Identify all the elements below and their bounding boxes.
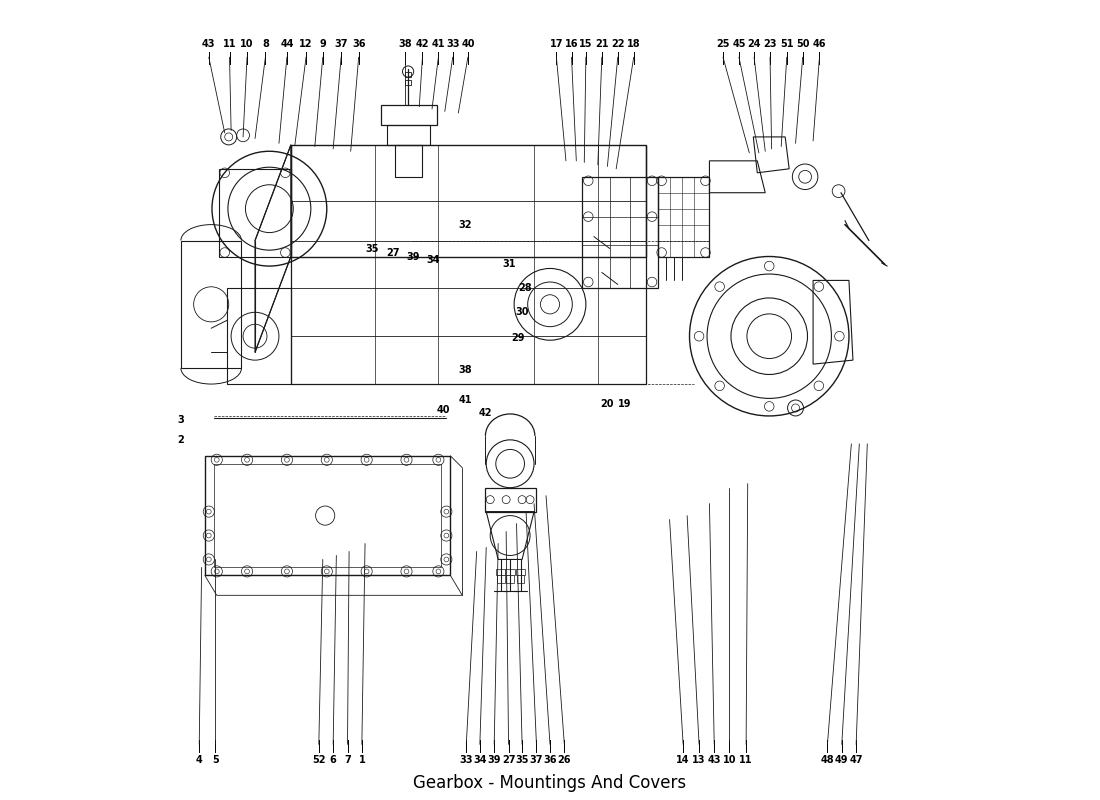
Text: 30: 30 [516,307,529,318]
Text: 26: 26 [558,754,571,765]
Text: 21: 21 [595,39,608,50]
Text: 41: 41 [459,395,472,405]
Text: 40: 40 [461,39,474,50]
Text: 43: 43 [707,754,721,765]
Text: 2: 2 [178,435,185,445]
Text: 11: 11 [223,39,236,50]
Text: 19: 19 [618,399,631,409]
Bar [496,569,505,575]
Text: 46: 46 [813,39,826,50]
Text: 35: 35 [515,754,529,765]
Text: 18: 18 [627,39,640,50]
Text: 47: 47 [849,754,862,765]
Text: 33: 33 [460,754,473,765]
Text: 4: 4 [196,754,202,765]
Text: 8: 8 [262,39,268,50]
Text: 12: 12 [299,39,312,50]
Text: 44: 44 [280,39,294,50]
Text: 23: 23 [763,39,777,50]
Bar [516,569,526,575]
Text: 16: 16 [564,39,579,50]
Text: 1: 1 [359,754,365,765]
Text: 37: 37 [530,754,543,765]
Text: 28: 28 [518,283,531,294]
Text: 52: 52 [312,754,326,765]
Text: 34: 34 [427,255,440,266]
Text: 36: 36 [543,754,557,765]
Text: 31: 31 [503,259,516,270]
Text: 5: 5 [212,754,219,765]
Text: 38: 38 [398,39,411,50]
Text: 49: 49 [835,754,848,765]
Text: 15: 15 [579,39,593,50]
Text: 50: 50 [796,39,810,50]
Text: 22: 22 [610,39,625,50]
Bar [180,241,242,368]
Text: 48: 48 [821,754,834,765]
Text: 25: 25 [716,39,729,50]
Text: 39: 39 [407,251,420,262]
Text: 6: 6 [330,754,337,765]
Text: Gearbox - Mountings And Covers: Gearbox - Mountings And Covers [414,774,686,792]
Text: 13: 13 [692,754,706,765]
Text: 41: 41 [431,39,446,50]
Bar [505,569,515,575]
Text: 24: 24 [747,39,761,50]
Text: 45: 45 [733,39,746,50]
Text: 42: 42 [478,408,492,418]
Text: 7: 7 [344,754,351,765]
Text: 32: 32 [459,220,472,230]
Bar [405,72,411,77]
Bar [405,80,411,85]
Text: 43: 43 [202,39,216,50]
Text: 11: 11 [739,754,752,765]
Bar [506,575,514,583]
Text: 27: 27 [502,754,515,765]
Text: 37: 37 [334,39,348,50]
Text: 36: 36 [352,39,365,50]
Text: 27: 27 [386,247,400,258]
Text: 14: 14 [676,754,690,765]
Text: 34: 34 [473,754,486,765]
Text: 9: 9 [319,39,327,50]
Text: 42: 42 [416,39,429,50]
Text: 17: 17 [550,39,563,50]
Text: 20: 20 [601,399,614,409]
Text: 35: 35 [365,243,378,254]
Text: 10: 10 [240,39,254,50]
Text: 39: 39 [487,754,500,765]
Text: 51: 51 [780,39,793,50]
Text: 40: 40 [437,405,450,414]
Bar [517,575,525,583]
Text: 10: 10 [723,754,736,765]
Text: 29: 29 [512,333,525,343]
Text: 33: 33 [446,39,460,50]
Text: 3: 3 [178,415,185,425]
Text: 38: 38 [459,365,472,374]
Bar [496,575,505,583]
